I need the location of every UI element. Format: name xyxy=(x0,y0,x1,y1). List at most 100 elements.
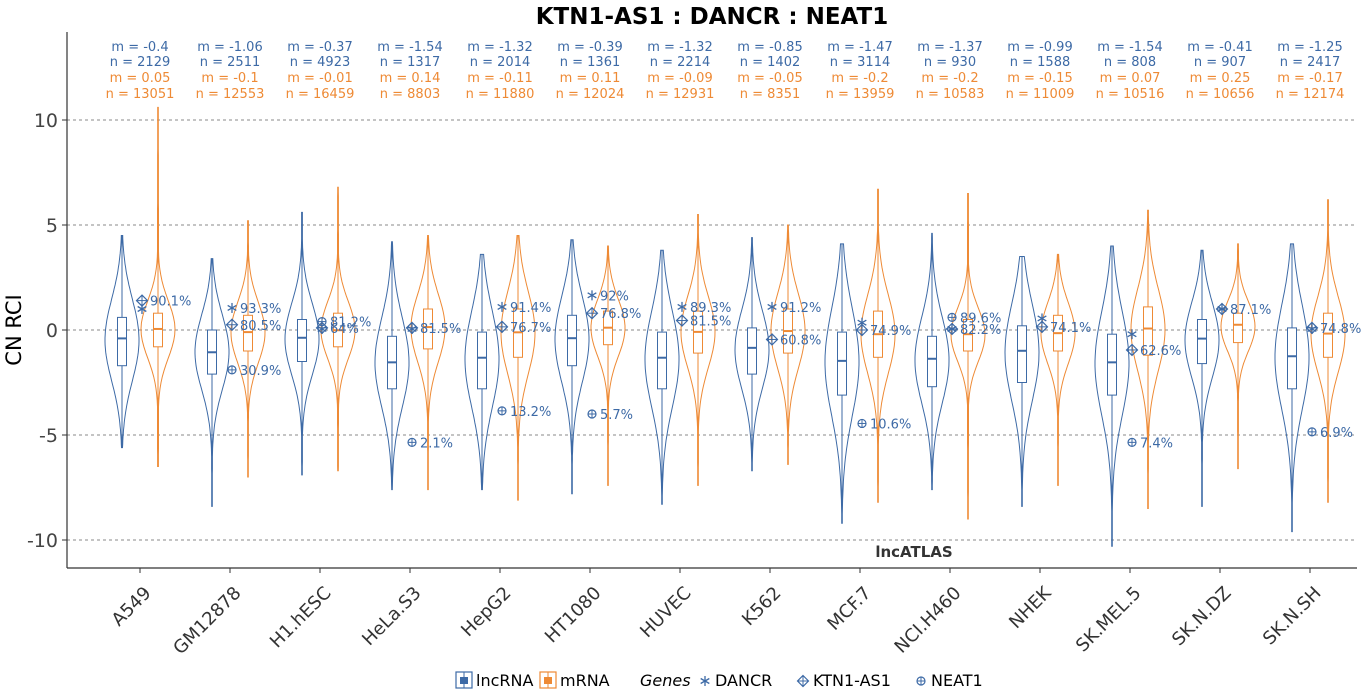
circle-plus-marker xyxy=(317,317,327,327)
box-mRNA xyxy=(963,319,973,352)
legend-label-lncRNA: lncRNA xyxy=(476,671,533,690)
violin-group xyxy=(140,106,176,467)
violin-group xyxy=(770,224,806,465)
stat-label: n = 4923 xyxy=(290,55,350,70)
diamond-plus-marker xyxy=(945,322,959,336)
gene-percent-label: 10.6% xyxy=(870,417,911,432)
x-tick-label: HepG2 xyxy=(457,583,515,641)
gene-percent-label: 62.6% xyxy=(1140,344,1181,359)
source-label: lncATLAS xyxy=(875,543,952,561)
legend-gene-label: NEAT1 xyxy=(931,671,983,690)
gene-percent-label: 74.1% xyxy=(1050,321,1091,336)
gene-percent-label: 87.1% xyxy=(1230,303,1271,318)
gene-percent-label: 64% xyxy=(330,322,359,337)
legend-gene-label: DANCR xyxy=(715,671,772,690)
stat-label: m = -1.25 xyxy=(1277,40,1342,55)
y-axis-label: CN RCI xyxy=(2,294,26,365)
violin-group xyxy=(500,235,536,501)
asterisk-stroke xyxy=(767,303,777,310)
x-tick-label: A549 xyxy=(108,583,156,631)
stat-label: m = 0.14 xyxy=(380,71,441,86)
x-tick-label: K562 xyxy=(738,583,785,630)
stat-label: n = 2014 xyxy=(470,55,530,70)
diamond-plus-marker xyxy=(1125,343,1139,357)
box-mRNA xyxy=(1323,312,1333,358)
gene-percent-label: 7.4% xyxy=(1140,436,1173,451)
stat-label: n = 1361 xyxy=(560,55,620,70)
gene-percent-label: 60.8% xyxy=(780,333,821,348)
asterisk-stroke xyxy=(857,319,867,326)
asterisk-marker xyxy=(700,676,710,686)
asterisk-stroke xyxy=(677,303,687,310)
diamond-plus-marker xyxy=(495,320,509,334)
stat-label: n = 12174 xyxy=(1276,87,1345,102)
circle-plus-marker xyxy=(857,418,867,429)
stat-label: n = 11009 xyxy=(1006,87,1075,102)
violin-group xyxy=(230,220,266,478)
stat-label: n = 13051 xyxy=(106,87,175,102)
box-lncRNA xyxy=(1287,327,1297,390)
violin-group xyxy=(1274,243,1310,533)
diamond-plus-marker xyxy=(405,321,419,335)
asterisk-stroke xyxy=(1127,331,1137,338)
stat-label: n = 907 xyxy=(1194,55,1246,70)
box-lncRNA xyxy=(1197,319,1207,365)
stat-label: m = -1.06 xyxy=(197,40,262,55)
stat-label: m = -0.2 xyxy=(921,71,978,86)
circle-plus-marker xyxy=(1307,427,1317,437)
gene-markers: 90.1% 93.3% 80.5% 30.9% 64%81.2% 81.5% 2.1% 91.… xyxy=(135,289,1361,451)
stat-label: m = -0.39 xyxy=(557,40,622,55)
stat-label: m = -0.1 xyxy=(201,71,258,86)
asterisk-marker xyxy=(677,301,687,312)
stat-label: m = -0.09 xyxy=(647,71,712,86)
circle-plus-marker xyxy=(587,409,597,419)
violin-group xyxy=(1184,249,1220,507)
violin-group xyxy=(464,253,500,491)
violin-group xyxy=(644,249,680,505)
x-tick-label: NHEK xyxy=(1005,582,1056,633)
circle-plus-marker xyxy=(947,312,957,322)
diamond-plus-marker xyxy=(225,318,239,332)
stat-label: n = 3114 xyxy=(830,55,890,70)
stat-label: n = 10656 xyxy=(1186,87,1255,102)
x-tick-label: HUVEC xyxy=(636,583,695,642)
stat-label: n = 12553 xyxy=(196,87,265,102)
stat-label: n = 2417 xyxy=(1280,55,1340,70)
asterisk-stroke xyxy=(587,292,597,299)
circle-plus-marker xyxy=(916,676,926,686)
stat-label: m = 0.25 xyxy=(1190,71,1251,86)
stat-label: m = -0.2 xyxy=(831,71,888,86)
box-lncRNA xyxy=(567,314,577,367)
diamond-plus-marker xyxy=(1305,321,1319,335)
diamond-plus-marker xyxy=(765,333,779,346)
box-mRNA xyxy=(1143,306,1153,356)
box-lncRNA xyxy=(747,327,757,375)
stat-label: m = -1.32 xyxy=(467,40,532,55)
asterisk-marker xyxy=(767,301,777,312)
gene-percent-label: 13.2% xyxy=(510,405,551,420)
asterisk-marker xyxy=(587,290,597,301)
gene-percent-label: 74.9% xyxy=(870,324,911,339)
stat-label: n = 2129 xyxy=(110,55,170,70)
gene-percent-label: 81.5% xyxy=(420,322,461,337)
violin-group xyxy=(1130,209,1166,509)
gene-percent-label: 80.5% xyxy=(240,319,281,334)
violin-group xyxy=(554,239,590,495)
stat-label: m = -0.99 xyxy=(1007,40,1072,55)
stat-label: m = -1.37 xyxy=(917,40,982,55)
stat-label: m = 0.05 xyxy=(110,71,171,86)
diamond-plus-marker xyxy=(675,314,689,327)
gene-percent-label: 2.1% xyxy=(420,436,453,451)
legend-genes-title: Genes xyxy=(640,671,691,690)
stat-label: n = 10583 xyxy=(916,87,985,102)
gene-percent-label: 82.2% xyxy=(960,323,1001,338)
stat-label: m = -0.4 xyxy=(111,40,168,55)
violin-group xyxy=(824,243,860,524)
stat-label: n = 2511 xyxy=(200,55,260,70)
circle-plus-marker xyxy=(497,406,507,416)
legend: lncRNA mRNA Genes DANCR KTN1-AS1 NEAT1 xyxy=(455,671,983,690)
gene-percent-label: 81.2% xyxy=(330,316,371,331)
stat-label: n = 1402 xyxy=(740,55,800,70)
stat-label: m = -0.05 xyxy=(737,71,802,86)
violin-group xyxy=(1040,253,1076,486)
